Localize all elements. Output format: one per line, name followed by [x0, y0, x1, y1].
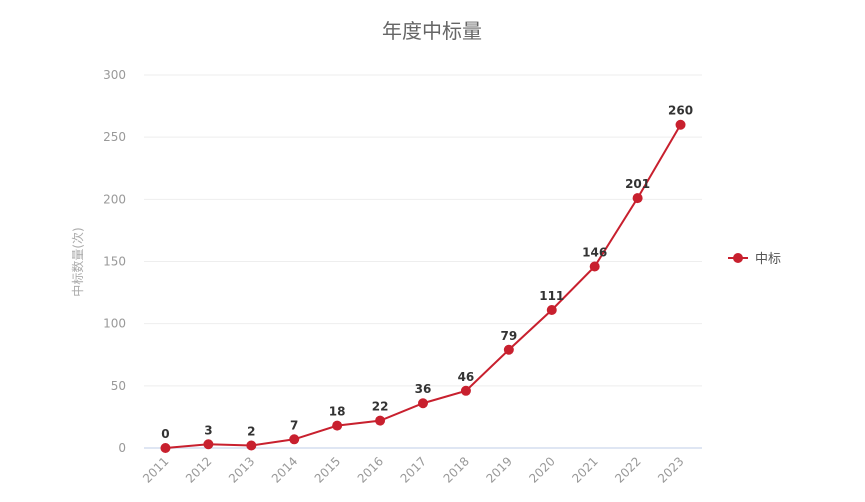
y-tick-label: 150 [103, 255, 126, 269]
data-labels: 0 3 2 7 18 22 36 46 79 111 146 201 260 [161, 104, 693, 441]
data-point[interactable] [203, 439, 214, 450]
data-point[interactable] [546, 304, 557, 315]
x-tick-label: 2019 [483, 454, 514, 485]
data-point[interactable] [375, 415, 386, 426]
data-label: 3 [204, 423, 212, 437]
data-label: 79 [500, 329, 517, 343]
x-tick-label: 2018 [441, 454, 472, 485]
x-tick-label: 2020 [526, 454, 557, 485]
x-tick-label: 2014 [269, 454, 300, 485]
data-point[interactable] [332, 420, 343, 431]
grid-lines [144, 74, 702, 449]
x-tick-label: 2021 [569, 454, 600, 485]
data-label: 18 [329, 405, 346, 419]
y-tick-label: 300 [103, 68, 126, 82]
x-tick-label: 2012 [183, 454, 214, 485]
data-label: 146 [582, 245, 607, 259]
data-label: 201 [625, 177, 650, 191]
data-label: 111 [539, 289, 564, 303]
data-point[interactable] [675, 119, 686, 130]
x-axis: 2011 2012 2013 2014 2015 2016 2017 2018 2019 2020… [140, 454, 687, 485]
data-point[interactable] [246, 440, 257, 451]
y-tick-label: 50 [111, 379, 126, 393]
x-tick-label: 2023 [655, 454, 686, 485]
y-axis: 0 50 100 150 200 250 300 [103, 68, 126, 455]
data-label: 7 [290, 418, 298, 432]
data-label: 46 [458, 370, 475, 384]
chart-title: 年度中标量 [382, 19, 482, 43]
x-tick-label: 2013 [226, 454, 257, 485]
data-point[interactable] [460, 385, 471, 396]
y-tick-label: 100 [103, 317, 126, 331]
y-axis-label: 中标数量(次) [70, 227, 85, 296]
data-point[interactable] [503, 344, 514, 355]
data-label: 0 [161, 427, 169, 441]
data-point[interactable] [632, 193, 643, 204]
data-label: 36 [415, 382, 432, 396]
x-tick-label: 2022 [612, 454, 643, 485]
data-point[interactable] [418, 398, 428, 409]
data-label: 260 [668, 104, 693, 118]
legend-marker-icon [733, 253, 743, 263]
x-tick-label: 2015 [312, 454, 343, 485]
data-label: 22 [372, 400, 389, 414]
legend-label: 中标 [755, 252, 781, 267]
y-tick-label: 0 [118, 441, 126, 455]
legend-item[interactable]: 中标 [728, 252, 781, 267]
series-line [160, 119, 686, 453]
data-label: 2 [247, 425, 255, 439]
y-tick-label: 250 [103, 130, 126, 144]
data-point[interactable] [160, 443, 171, 453]
x-tick-label: 2016 [355, 454, 386, 485]
y-tick-label: 200 [103, 192, 126, 206]
x-tick-label: 2017 [398, 454, 429, 485]
data-point[interactable] [589, 261, 600, 272]
x-tick-label: 2011 [140, 454, 171, 485]
legend[interactable]: 中标 [728, 252, 781, 267]
data-point[interactable] [289, 434, 300, 445]
